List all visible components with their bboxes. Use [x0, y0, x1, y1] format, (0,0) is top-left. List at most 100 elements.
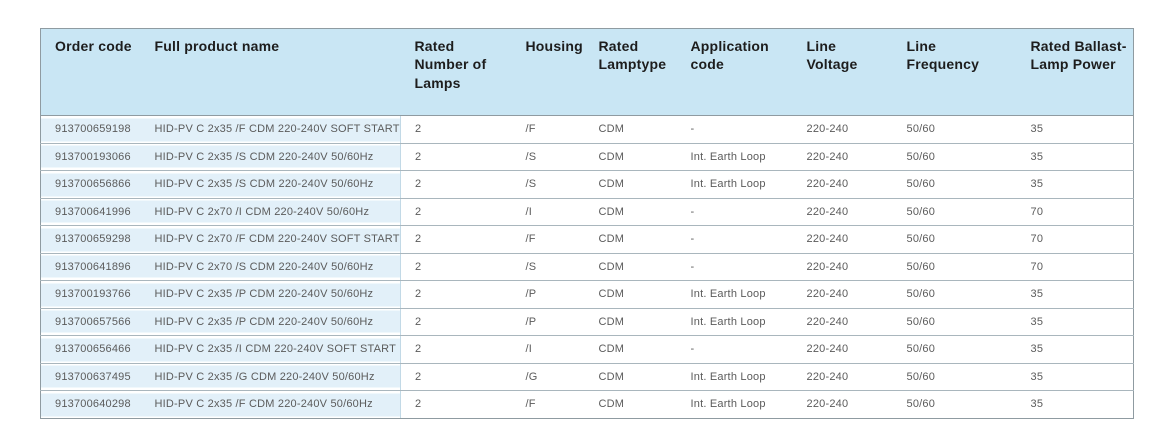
cell-line-voltage: 220-240: [792, 363, 893, 391]
cell-line-voltage: 220-240: [792, 225, 893, 254]
cell-line-frequency: 50/60: [892, 143, 1017, 171]
cell-full-product-name: HID-PV C 2x35 /F CDM 220-240V SOFT START: [140, 115, 401, 144]
cell-line-frequency: 50/60: [892, 225, 1017, 254]
cell-order-code: 913700640298: [40, 390, 141, 419]
cell-line-frequency: 50/60: [892, 335, 1017, 364]
cell-order-code: 913700659298: [40, 225, 141, 254]
cell-line-frequency: 50/60: [892, 390, 1017, 419]
cell-line-voltage: 220-240: [792, 390, 893, 419]
cell-rated-number-of-lamps: 2: [400, 253, 512, 281]
table-row: 913700637495 HID-PV C 2x35 /G CDM 220-240…: [40, 363, 1134, 391]
col-header-order-code: Order code: [40, 28, 141, 116]
cell-application-code: -: [676, 198, 793, 226]
cell-order-code: 913700657566: [40, 308, 141, 336]
cell-rated-number-of-lamps: 2: [400, 143, 512, 171]
cell-application-code: Int. Earth Loop: [676, 280, 793, 309]
cell-housing: /F: [511, 390, 585, 419]
table-row: 913700656466 HID-PV C 2x35 /I CDM 220-240…: [40, 335, 1134, 364]
cell-rated-lamptype: CDM: [584, 170, 677, 199]
cell-full-product-name: HID-PV C 2x35 /P CDM 220-240V 50/60Hz: [140, 308, 401, 336]
cell-rated-number-of-lamps: 2: [400, 170, 512, 199]
cell-full-product-name: HID-PV C 2x70 /F CDM 220-240V SOFT START: [140, 225, 401, 254]
cell-full-product-name: HID-PV C 2x70 /I CDM 220-240V 50/60Hz: [140, 198, 401, 226]
cell-full-product-name: HID-PV C 2x35 /G CDM 220-240V 50/60Hz: [140, 363, 401, 391]
cell-rated-ballast-lamp-power: 35: [1016, 115, 1134, 144]
cell-rated-lamptype: CDM: [584, 280, 677, 309]
cell-rated-number-of-lamps: 2: [400, 225, 512, 254]
table-body: 913700659198 HID-PV C 2x35 /F CDM 220-240…: [40, 115, 1134, 419]
cell-rated-lamptype: CDM: [584, 143, 677, 171]
cell-rated-lamptype: CDM: [584, 390, 677, 419]
table-header: Order code Full product name Rated Numbe…: [40, 28, 1134, 116]
cell-order-code: 913700641896: [40, 253, 141, 281]
cell-line-voltage: 220-240: [792, 253, 893, 281]
cell-full-product-name: HID-PV C 2x35 /F CDM 220-240V 50/60Hz: [140, 390, 401, 419]
cell-line-voltage: 220-240: [792, 115, 893, 144]
cell-rated-number-of-lamps: 2: [400, 335, 512, 364]
cell-rated-number-of-lamps: 2: [400, 280, 512, 309]
cell-full-product-name: HID-PV C 2x70 /S CDM 220-240V 50/60Hz: [140, 253, 401, 281]
col-header-rated-number-of-lamps: Rated Number of Lamps: [400, 28, 512, 116]
col-header-rated-ballast-lamp-power: Rated Ballast-Lamp Power: [1016, 28, 1134, 116]
cell-rated-number-of-lamps: 2: [400, 363, 512, 391]
cell-application-code: Int. Earth Loop: [676, 170, 793, 199]
col-header-rated-lamptype: Rated Lamptype: [584, 28, 677, 116]
cell-housing: /S: [511, 170, 585, 199]
table-row: 913700641896 HID-PV C 2x70 /S CDM 220-240…: [40, 253, 1134, 281]
cell-line-frequency: 50/60: [892, 363, 1017, 391]
cell-housing: /S: [511, 143, 585, 171]
cell-housing: /P: [511, 280, 585, 309]
cell-rated-lamptype: CDM: [584, 363, 677, 391]
cell-rated-ballast-lamp-power: 70: [1016, 198, 1134, 226]
cell-rated-ballast-lamp-power: 35: [1016, 280, 1134, 309]
cell-line-voltage: 220-240: [792, 170, 893, 199]
cell-rated-lamptype: CDM: [584, 335, 677, 364]
table-row: 913700193066 HID-PV C 2x35 /S CDM 220-240…: [40, 143, 1134, 171]
cell-order-code: 913700659198: [40, 115, 141, 144]
cell-full-product-name: HID-PV C 2x35 /S CDM 220-240V 50/60Hz: [140, 143, 401, 171]
cell-rated-ballast-lamp-power: 35: [1016, 170, 1134, 199]
cell-order-code: 913700656866: [40, 170, 141, 199]
header-row: Order code Full product name Rated Numbe…: [40, 28, 1134, 116]
cell-application-code: -: [676, 253, 793, 281]
cell-order-code: 913700656466: [40, 335, 141, 364]
cell-rated-lamptype: CDM: [584, 225, 677, 254]
col-header-housing: Housing: [511, 28, 585, 116]
cell-rated-number-of-lamps: 2: [400, 198, 512, 226]
cell-line-frequency: 50/60: [892, 115, 1017, 144]
cell-full-product-name: HID-PV C 2x35 /I CDM 220-240V SOFT START: [140, 335, 401, 364]
table-row: 913700659198 HID-PV C 2x35 /F CDM 220-240…: [40, 115, 1134, 144]
cell-line-voltage: 220-240: [792, 280, 893, 309]
cell-line-voltage: 220-240: [792, 308, 893, 336]
cell-housing: /I: [511, 198, 585, 226]
cell-application-code: -: [676, 335, 793, 364]
cell-rated-ballast-lamp-power: 35: [1016, 335, 1134, 364]
cell-rated-ballast-lamp-power: 35: [1016, 308, 1134, 336]
cell-line-voltage: 220-240: [792, 335, 893, 364]
col-header-application-code: Application code: [676, 28, 793, 116]
cell-order-code: 913700193766: [40, 280, 141, 309]
cell-application-code: -: [676, 115, 793, 144]
cell-line-frequency: 50/60: [892, 280, 1017, 309]
cell-line-frequency: 50/60: [892, 198, 1017, 226]
table-row: 913700656866 HID-PV C 2x35 /S CDM 220-240…: [40, 170, 1134, 199]
cell-application-code: Int. Earth Loop: [676, 390, 793, 419]
cell-full-product-name: HID-PV C 2x35 /P CDM 220-240V 50/60Hz: [140, 280, 401, 309]
table-row: 913700659298 HID-PV C 2x70 /F CDM 220-240…: [40, 225, 1134, 254]
cell-rated-lamptype: CDM: [584, 253, 677, 281]
cell-housing: /G: [511, 363, 585, 391]
cell-rated-ballast-lamp-power: 35: [1016, 390, 1134, 419]
col-header-line-frequency: Line Frequency: [892, 28, 1017, 116]
cell-application-code: Int. Earth Loop: [676, 143, 793, 171]
cell-rated-ballast-lamp-power: 35: [1016, 143, 1134, 171]
cell-rated-ballast-lamp-power: 70: [1016, 225, 1134, 254]
table-row: 913700657566 HID-PV C 2x35 /P CDM 220-240…: [40, 308, 1134, 336]
cell-full-product-name: HID-PV C 2x35 /S CDM 220-240V 50/60Hz: [140, 170, 401, 199]
cell-housing: /S: [511, 253, 585, 281]
cell-order-code: 913700193066: [40, 143, 141, 171]
cell-housing: /F: [511, 225, 585, 254]
cell-housing: /P: [511, 308, 585, 336]
cell-rated-number-of-lamps: 2: [400, 115, 512, 144]
product-spec-table: Order code Full product name Rated Numbe…: [40, 28, 1134, 419]
col-header-full-product-name: Full product name: [140, 28, 401, 116]
